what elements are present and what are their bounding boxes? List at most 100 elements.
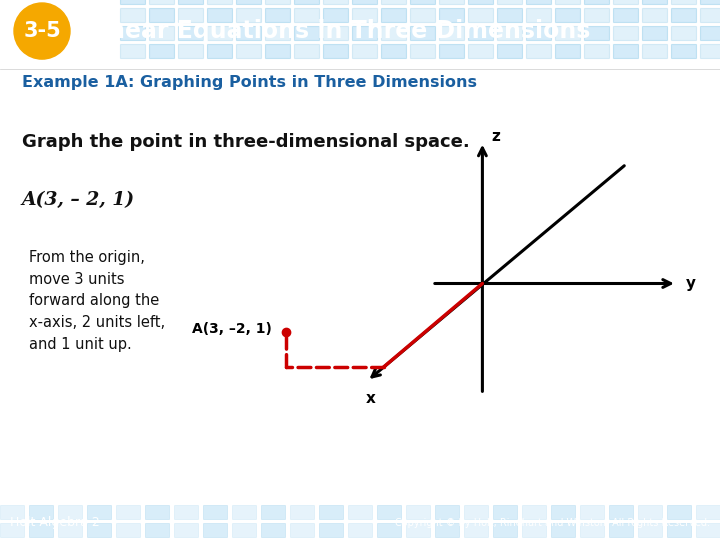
Bar (410, 44, 435, 58)
Bar (120, 0, 145, 4)
Bar (493, 505, 517, 519)
Bar (0, 523, 24, 537)
Bar (410, 8, 435, 22)
Bar (377, 505, 401, 519)
Bar (319, 505, 343, 519)
Text: x: x (366, 390, 376, 406)
Bar (319, 523, 343, 537)
Bar (435, 505, 459, 519)
Bar (410, 26, 435, 40)
Bar (642, 8, 667, 22)
Bar (149, 8, 174, 22)
Bar (381, 8, 406, 22)
Bar (265, 44, 290, 58)
Bar (178, 8, 203, 22)
Bar (348, 505, 372, 519)
Bar (381, 0, 406, 4)
Bar (700, 44, 720, 58)
Bar (468, 8, 493, 22)
Bar (642, 44, 667, 58)
Bar (667, 505, 691, 519)
Bar (236, 26, 261, 40)
Bar (406, 505, 430, 519)
Bar (149, 44, 174, 58)
Bar (642, 0, 667, 4)
Bar (294, 44, 319, 58)
Bar (178, 26, 203, 40)
Bar (178, 0, 203, 4)
Bar (526, 26, 551, 40)
Bar (555, 8, 580, 22)
Bar (149, 0, 174, 4)
Bar (700, 0, 720, 4)
Bar (261, 523, 285, 537)
Bar (261, 505, 285, 519)
Bar (348, 523, 372, 537)
Bar (410, 0, 435, 4)
Bar (584, 8, 609, 22)
Bar (207, 44, 232, 58)
Bar (236, 44, 261, 58)
Bar (352, 44, 377, 58)
Bar (671, 44, 696, 58)
Bar (323, 26, 348, 40)
Bar (265, 26, 290, 40)
Bar (526, 44, 551, 58)
Bar (294, 26, 319, 40)
Bar (439, 44, 464, 58)
Bar (145, 505, 169, 519)
Bar (580, 505, 604, 519)
Bar (149, 26, 174, 40)
Bar (700, 8, 720, 22)
Bar (439, 0, 464, 4)
Bar (464, 505, 488, 519)
Bar (236, 8, 261, 22)
Bar (497, 8, 522, 22)
Bar (29, 523, 53, 537)
Bar (522, 523, 546, 537)
Text: From the origin,
move 3 units
forward along the
x-axis, 2 units left,
and 1 unit: From the origin, move 3 units forward al… (29, 251, 165, 352)
Bar (493, 523, 517, 537)
Bar (174, 505, 198, 519)
Text: 3-5: 3-5 (23, 21, 61, 41)
Bar (580, 523, 604, 537)
Bar (58, 523, 82, 537)
Bar (638, 505, 662, 519)
Bar (381, 44, 406, 58)
Bar (290, 523, 314, 537)
Text: Holt Algebra 2: Holt Algebra 2 (10, 516, 100, 529)
Bar (381, 26, 406, 40)
Bar (203, 505, 227, 519)
Bar (696, 523, 720, 537)
Bar (352, 0, 377, 4)
Bar (377, 523, 401, 537)
Bar (120, 26, 145, 40)
Bar (497, 26, 522, 40)
Bar (87, 505, 111, 519)
Bar (323, 0, 348, 4)
Bar (497, 0, 522, 4)
Bar (116, 505, 140, 519)
Text: A(3, –2, 1): A(3, –2, 1) (192, 322, 272, 336)
Text: A(3, – 2, 1): A(3, – 2, 1) (22, 191, 135, 208)
Bar (551, 505, 575, 519)
Text: Linear Equations in Three Dimensions: Linear Equations in Three Dimensions (85, 19, 590, 43)
Bar (671, 8, 696, 22)
Bar (87, 523, 111, 537)
Bar (667, 523, 691, 537)
Bar (120, 8, 145, 22)
Bar (609, 505, 633, 519)
Text: y: y (685, 276, 696, 291)
Bar (555, 44, 580, 58)
Bar (290, 505, 314, 519)
Bar (522, 505, 546, 519)
Bar (584, 0, 609, 4)
Bar (207, 26, 232, 40)
Bar (352, 26, 377, 40)
Bar (323, 8, 348, 22)
Bar (613, 44, 638, 58)
Bar (526, 0, 551, 4)
Bar (207, 0, 232, 4)
Text: Example 1A: Graphing Points in Three Dimensions: Example 1A: Graphing Points in Three Dim… (22, 76, 477, 90)
Bar (116, 523, 140, 537)
